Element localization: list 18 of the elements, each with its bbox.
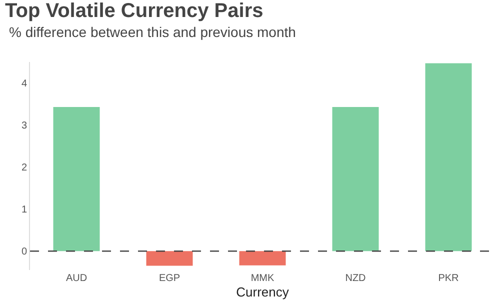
y-tick-label: 3 bbox=[21, 120, 28, 132]
bar bbox=[239, 251, 286, 266]
x-tick-label: MMK bbox=[250, 273, 274, 284]
y-tick-label: 1 bbox=[21, 204, 28, 216]
bar bbox=[332, 106, 379, 252]
y-tick-label: 2 bbox=[21, 162, 28, 174]
x-axis-title: Currency bbox=[236, 284, 290, 300]
x-tick-label: NZD bbox=[345, 273, 366, 284]
chart-title: Top Volatile Currency Pairs bbox=[5, 0, 264, 22]
bar bbox=[146, 251, 193, 266]
chart-subtitle: % difference between this and previous month bbox=[9, 24, 296, 40]
x-tick-label: EGP bbox=[158, 273, 180, 284]
y-tick-label: 4 bbox=[21, 78, 28, 90]
x-tick-label: AUD bbox=[66, 273, 88, 284]
y-tick-label: 0 bbox=[21, 246, 28, 258]
bar bbox=[425, 63, 472, 252]
x-tick-label: PKR bbox=[438, 273, 459, 284]
bar bbox=[53, 106, 100, 252]
